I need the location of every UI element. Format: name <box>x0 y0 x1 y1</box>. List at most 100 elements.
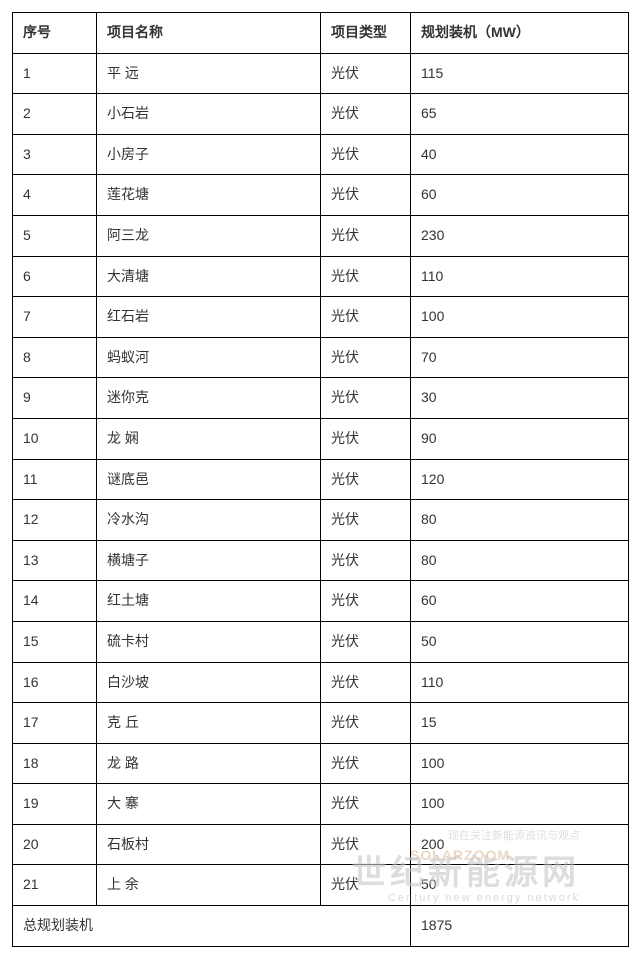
cell-capacity: 40 <box>411 134 629 175</box>
cell-name: 谜底邑 <box>97 459 321 500</box>
cell-name: 小石岩 <box>97 94 321 135</box>
cell-capacity: 50 <box>411 621 629 662</box>
cell-type: 光伏 <box>321 581 411 622</box>
table-row: 2小石岩光伏65 <box>13 94 629 135</box>
table-footer-row: 总规划装机 1875 <box>13 906 629 947</box>
cell-capacity: 200 <box>411 824 629 865</box>
cell-index: 9 <box>13 378 97 419</box>
cell-index: 21 <box>13 865 97 906</box>
cell-type: 光伏 <box>321 175 411 216</box>
table-row: 16白沙坡光伏110 <box>13 662 629 703</box>
cell-type: 光伏 <box>321 662 411 703</box>
cell-capacity: 80 <box>411 540 629 581</box>
cell-type: 光伏 <box>321 297 411 338</box>
cell-type: 光伏 <box>321 418 411 459</box>
cell-index: 19 <box>13 784 97 825</box>
table-row: 21上 余光伏50 <box>13 865 629 906</box>
cell-index: 15 <box>13 621 97 662</box>
cell-name: 横塘子 <box>97 540 321 581</box>
cell-type: 光伏 <box>321 824 411 865</box>
footer-total: 1875 <box>411 906 629 947</box>
cell-type: 光伏 <box>321 500 411 541</box>
table-body: 1平 远光伏1152小石岩光伏653小房子光伏404莲花塘光伏605阿三龙光伏2… <box>13 53 629 905</box>
table-row: 10龙 娴光伏90 <box>13 418 629 459</box>
table-row: 3小房子光伏40 <box>13 134 629 175</box>
cell-index: 17 <box>13 703 97 744</box>
cell-capacity: 90 <box>411 418 629 459</box>
cell-name: 龙 娴 <box>97 418 321 459</box>
cell-type: 光伏 <box>321 94 411 135</box>
cell-capacity: 50 <box>411 865 629 906</box>
cell-type: 光伏 <box>321 621 411 662</box>
cell-index: 7 <box>13 297 97 338</box>
cell-type: 光伏 <box>321 53 411 94</box>
cell-name: 硫卡村 <box>97 621 321 662</box>
cell-capacity: 120 <box>411 459 629 500</box>
cell-capacity: 80 <box>411 500 629 541</box>
cell-type: 光伏 <box>321 337 411 378</box>
table-row: 15硫卡村光伏50 <box>13 621 629 662</box>
cell-name: 阿三龙 <box>97 215 321 256</box>
cell-index: 13 <box>13 540 97 581</box>
table-row: 13横塘子光伏80 <box>13 540 629 581</box>
projects-table: 序号 项目名称 项目类型 规划装机（MW） 1平 远光伏1152小石岩光伏653… <box>12 12 629 947</box>
cell-index: 2 <box>13 94 97 135</box>
cell-type: 光伏 <box>321 378 411 419</box>
cell-index: 4 <box>13 175 97 216</box>
cell-name: 红土塘 <box>97 581 321 622</box>
table-row: 6大清塘光伏110 <box>13 256 629 297</box>
cell-name: 克 丘 <box>97 703 321 744</box>
cell-index: 1 <box>13 53 97 94</box>
cell-name: 红石岩 <box>97 297 321 338</box>
table-row: 4莲花塘光伏60 <box>13 175 629 216</box>
cell-type: 光伏 <box>321 703 411 744</box>
cell-capacity: 100 <box>411 297 629 338</box>
table-row: 14红土塘光伏60 <box>13 581 629 622</box>
cell-name: 迷你克 <box>97 378 321 419</box>
col-header-type: 项目类型 <box>321 13 411 54</box>
cell-name: 龙 路 <box>97 743 321 784</box>
cell-capacity: 60 <box>411 175 629 216</box>
table-row: 9迷你克光伏30 <box>13 378 629 419</box>
col-header-index: 序号 <box>13 13 97 54</box>
cell-capacity: 110 <box>411 662 629 703</box>
cell-name: 大 寨 <box>97 784 321 825</box>
cell-type: 光伏 <box>321 784 411 825</box>
table-row: 5阿三龙光伏230 <box>13 215 629 256</box>
cell-index: 14 <box>13 581 97 622</box>
cell-index: 10 <box>13 418 97 459</box>
table-row: 8蚂蚁河光伏70 <box>13 337 629 378</box>
table-row: 11谜底邑光伏120 <box>13 459 629 500</box>
cell-index: 12 <box>13 500 97 541</box>
table-row: 1平 远光伏115 <box>13 53 629 94</box>
table-row: 17克 丘光伏15 <box>13 703 629 744</box>
cell-capacity: 15 <box>411 703 629 744</box>
cell-type: 光伏 <box>321 215 411 256</box>
cell-type: 光伏 <box>321 743 411 784</box>
cell-type: 光伏 <box>321 256 411 297</box>
cell-capacity: 230 <box>411 215 629 256</box>
cell-capacity: 60 <box>411 581 629 622</box>
cell-index: 3 <box>13 134 97 175</box>
cell-type: 光伏 <box>321 459 411 500</box>
cell-capacity: 70 <box>411 337 629 378</box>
table-row: 20石板村光伏200 <box>13 824 629 865</box>
table-header-row: 序号 项目名称 项目类型 规划装机（MW） <box>13 13 629 54</box>
cell-name: 蚂蚁河 <box>97 337 321 378</box>
cell-index: 6 <box>13 256 97 297</box>
col-header-name: 项目名称 <box>97 13 321 54</box>
cell-index: 5 <box>13 215 97 256</box>
cell-name: 白沙坡 <box>97 662 321 703</box>
cell-name: 冷水沟 <box>97 500 321 541</box>
cell-type: 光伏 <box>321 540 411 581</box>
cell-name: 上 余 <box>97 865 321 906</box>
cell-name: 平 远 <box>97 53 321 94</box>
cell-capacity: 110 <box>411 256 629 297</box>
cell-capacity: 100 <box>411 743 629 784</box>
cell-name: 大清塘 <box>97 256 321 297</box>
cell-name: 小房子 <box>97 134 321 175</box>
col-header-capacity: 规划装机（MW） <box>411 13 629 54</box>
cell-type: 光伏 <box>321 865 411 906</box>
footer-label: 总规划装机 <box>13 906 411 947</box>
cell-index: 8 <box>13 337 97 378</box>
